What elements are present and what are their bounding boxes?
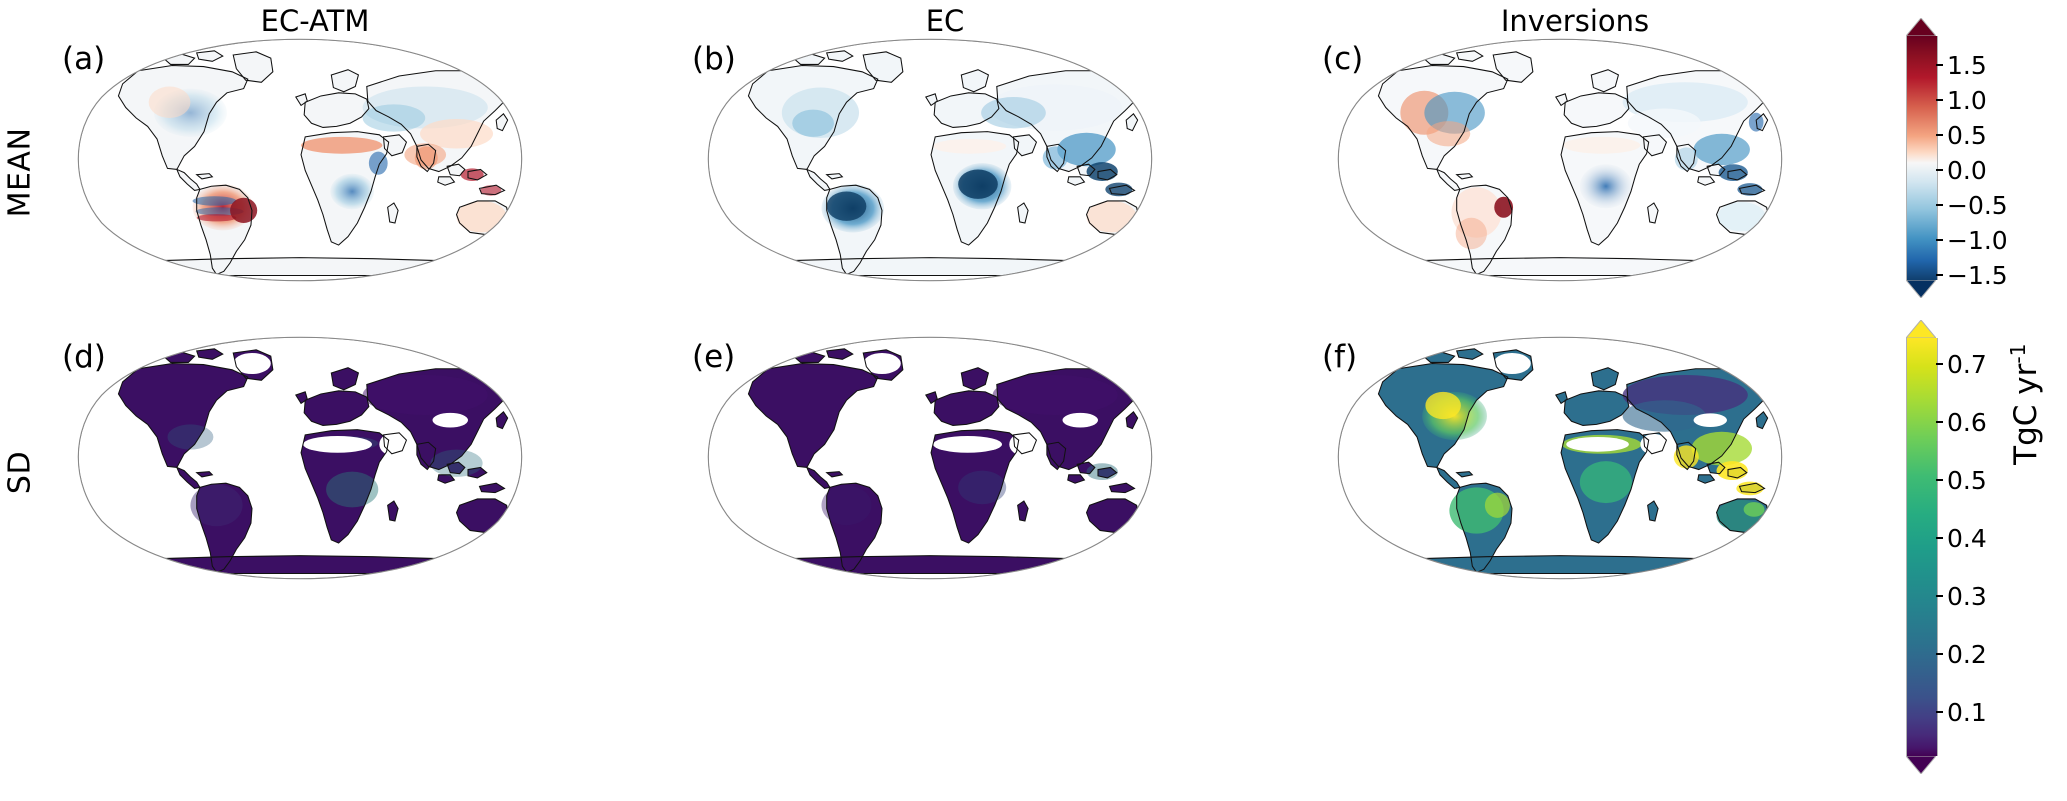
panel-a[interactable]: (a) — [60, 34, 540, 286]
panel-tag-c: (c) — [1322, 41, 1364, 77]
colorbar-mean-extend-max — [1904, 17, 1938, 37]
colorbar-sd-extend-min — [1904, 755, 1938, 775]
tick-dash — [1936, 653, 1943, 655]
colorbar-sd-ticks: 0.7 0.6 0.5 0.4 0.3 0.2 — [1936, 338, 2056, 756]
tick-dash — [1936, 169, 1943, 171]
map-e — [690, 332, 1170, 584]
tick-dash — [1936, 274, 1943, 276]
row-label-mean: MEAN — [2, 127, 38, 218]
column-title-ec: EC — [925, 4, 965, 38]
map-b — [690, 34, 1170, 286]
tick-dash — [1936, 134, 1943, 136]
colorbar-sd[interactable]: 0.7 0.6 0.5 0.4 0.3 0.2 — [1904, 319, 2066, 778]
panel-b[interactable]: (b) — [690, 34, 1170, 286]
colorbar-mean-gradient — [1906, 36, 1938, 280]
colorbar-sd-gradient — [1906, 338, 1938, 756]
panel-e[interactable]: (e) — [690, 332, 1170, 584]
tick-dash — [1936, 595, 1943, 597]
map-c — [1320, 34, 1800, 286]
panel-d[interactable]: (d) — [60, 332, 540, 584]
tick-dash — [1936, 204, 1943, 206]
tick-dash — [1936, 711, 1943, 713]
column-title-ec-atm: EC-ATM — [260, 4, 370, 38]
panel-c[interactable]: (c) — [1320, 34, 1800, 286]
colorbar-sd-extend-max — [1904, 319, 1938, 339]
colorbar-axis-label: TgC yr-1 — [2006, 309, 2044, 499]
colorbar-axis-label-text: TgC yr — [2008, 363, 2045, 465]
colorbar-mean[interactable]: 1.5 1.0 0.5 0.0 −0.5 −1.0 — [1904, 17, 2066, 300]
tick-dash — [1936, 479, 1943, 481]
tick-dash — [1936, 421, 1943, 423]
panel-tag-b: (b) — [692, 41, 736, 77]
column-title-inversions: Inversions — [1500, 4, 1650, 38]
tick-dash — [1936, 239, 1943, 241]
tick-dash — [1936, 64, 1943, 66]
panel-tag-d: (d) — [62, 339, 106, 375]
tick-dash — [1936, 363, 1943, 365]
tick-dash — [1936, 537, 1943, 539]
map-a — [60, 34, 540, 286]
tick-dash — [1936, 99, 1943, 101]
colorbar-mean-extend-min — [1904, 279, 1938, 299]
map-f — [1320, 332, 1800, 584]
panel-tag-e: (e) — [692, 339, 736, 375]
map-d — [60, 332, 540, 584]
colorbar-axis-label-exponent: -1 — [2005, 343, 2030, 364]
colorbar-mean-ticks: 1.5 1.0 0.5 0.0 −0.5 −1.0 — [1936, 36, 2056, 288]
panel-tag-f: (f) — [1322, 339, 1358, 375]
panel-tag-a: (a) — [62, 41, 106, 77]
row-label-sd: SD — [2, 450, 38, 495]
panel-f[interactable]: (f) — [1320, 332, 1800, 584]
